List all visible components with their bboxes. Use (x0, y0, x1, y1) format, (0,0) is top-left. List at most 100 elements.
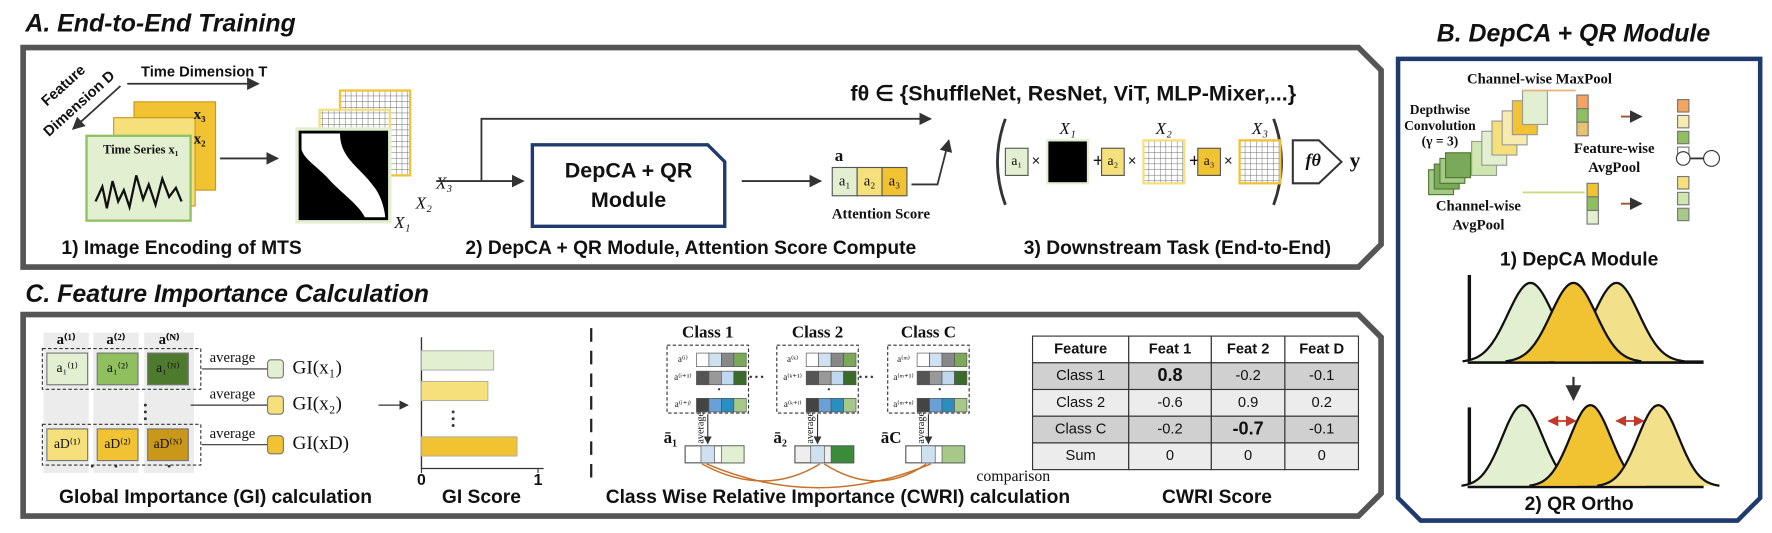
axis-label: Time Dimension T (141, 64, 267, 80)
ellipsis-dot (760, 375, 764, 379)
comparison-label: comparison (976, 468, 1050, 485)
output-cell (1677, 207, 1690, 222)
attention-square (818, 370, 832, 386)
mean-segment (810, 445, 825, 464)
table-cell (1031, 388, 1130, 417)
attention-square (843, 397, 857, 413)
operation-label: average (916, 411, 927, 443)
weighted-image (1142, 139, 1186, 185)
mean-segment (921, 445, 936, 464)
cell-label: aD⁽ᴺ⁾ (154, 436, 183, 451)
image-label: X₂ (1155, 119, 1172, 138)
attention-square (929, 352, 943, 367)
attention-vector: a (835, 146, 844, 165)
output-label: y (1350, 148, 1361, 172)
output-cell (1677, 175, 1690, 190)
output-cell (1677, 114, 1690, 129)
panel-title: B. DepCA + QR Module (1437, 20, 1711, 48)
row-label: a⁽ⁱ⁾ (678, 354, 688, 364)
attention-square (818, 352, 832, 367)
ellipsis-dot (451, 410, 455, 414)
mean-label: āC (881, 428, 902, 447)
table-cell (1284, 362, 1360, 391)
section-caption: GI Score (442, 487, 521, 508)
x-tick-label: 0 (417, 472, 426, 489)
table-header: Feat 1 (1149, 341, 1192, 357)
image-label: X₁ (1058, 119, 1075, 138)
ellipsis-dot (717, 388, 721, 391)
operator: + (1093, 151, 1104, 171)
table-value: Class 1 (1056, 368, 1105, 384)
operator: + (1189, 151, 1200, 171)
attention-square (805, 352, 820, 367)
attention-square (818, 397, 832, 413)
column-header: a⁽ᴺ⁾ (159, 332, 180, 348)
attention-square (805, 397, 820, 413)
encoded-pattern (301, 133, 386, 218)
distribution (1597, 403, 1720, 487)
distribution (1505, 281, 1642, 363)
step-caption: 1) Image Encoding of MTS (61, 238, 301, 259)
class-label: Class 2 (792, 323, 843, 342)
paren (996, 118, 1007, 206)
table-value: -0.2 (1235, 368, 1260, 384)
module-label: AvgPool (1588, 160, 1640, 176)
score-cell (96, 428, 139, 462)
gi-output: GI(x₁) (292, 357, 341, 378)
mean-label: ā₂ (773, 428, 787, 447)
module-label: DepCA + QR (565, 159, 693, 183)
image-label: X₃ (1251, 119, 1268, 138)
table-cell (1284, 442, 1360, 471)
pool-cell (1586, 209, 1599, 225)
comparison-curve (823, 463, 927, 482)
attention-cell (831, 166, 858, 197)
attention-label: a₁ (839, 174, 851, 190)
attention-square (805, 370, 820, 386)
panel-title: A. End-to-End Training (24, 9, 295, 37)
section-caption: CWRI Score (1162, 487, 1272, 508)
attention-square (941, 370, 955, 386)
class-label: Class C (901, 323, 956, 342)
class-outline (666, 344, 750, 414)
row-label: a⁽ᵐ⁺¹⁾ (893, 372, 913, 382)
feature-cube (1521, 89, 1549, 126)
ellipsis-dot (451, 424, 455, 427)
attention-square (721, 397, 735, 413)
attention-square (708, 370, 722, 386)
table-value: Class C (1055, 421, 1107, 437)
cell-label: aD⁽¹⁾ (54, 436, 81, 451)
attention-label: a₃ (1204, 153, 1215, 168)
attention-square (916, 352, 930, 367)
gi-cell (266, 395, 284, 415)
module-label: Feature-wise (1574, 141, 1655, 157)
score-cell (147, 352, 189, 386)
attention-square (843, 352, 857, 367)
ellipsis-dot (451, 417, 455, 421)
output-cell (1677, 130, 1690, 145)
module-label: Convolution (1404, 118, 1476, 133)
output-cell (1677, 99, 1690, 113)
ellipsis-dot (143, 410, 147, 414)
section-caption: Class Wise Relative Importance (CWRI) ca… (606, 487, 1070, 508)
attention-square (954, 352, 968, 367)
attention-cell (1004, 147, 1029, 176)
gi-cell (266, 435, 284, 455)
image-label: X₃ (435, 173, 452, 192)
panel-title: C. Feature Importance Calculation (25, 280, 429, 308)
image-label: X₂ (415, 194, 432, 213)
attention-square (916, 397, 930, 413)
arrow (480, 112, 932, 182)
row-label: a⁽ⁱ⁺¹⁾ (674, 372, 692, 382)
gi-output: GI(x₂) (292, 394, 341, 415)
table-value: -0.6 (1157, 395, 1182, 411)
score-cell (46, 352, 89, 386)
row-label: a⁽ᵏ⁾ (787, 354, 798, 364)
step-caption: 2) DepCA + QR Module, Attention Score Co… (465, 238, 916, 259)
pool-cell (1576, 121, 1589, 137)
sum-node (1675, 151, 1691, 166)
attention-cell (856, 166, 883, 197)
series-card (85, 134, 192, 222)
pool-cell (1586, 196, 1599, 212)
